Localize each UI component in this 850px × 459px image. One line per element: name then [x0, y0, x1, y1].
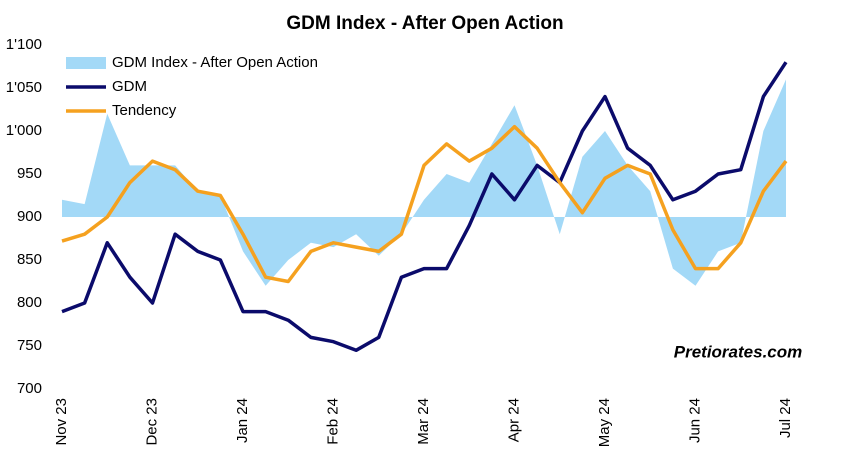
y-tick-label: 750 — [17, 337, 42, 354]
y-tick-label: 950 — [17, 165, 42, 182]
x-tick-label: Mar 24 — [415, 398, 432, 445]
x-tick-label: May 24 — [596, 398, 613, 447]
y-tick-label: 1'000 — [6, 122, 42, 139]
y-tick-label: 850 — [17, 251, 42, 268]
x-tick-label: Dec 23 — [143, 398, 160, 446]
y-tick-label: 800 — [17, 294, 42, 311]
watermark: Pretiorates.com — [674, 342, 803, 361]
legend-swatch — [66, 57, 106, 69]
x-tick-label: Feb 24 — [324, 398, 341, 445]
x-tick-label: Jun 24 — [686, 398, 703, 443]
legend-label: GDM — [112, 78, 147, 95]
x-tick-label: Jan 24 — [234, 398, 251, 443]
plot-area — [61, 61, 788, 353]
y-tick-label: 700 — [17, 380, 42, 397]
line — [61, 124, 788, 284]
line — [61, 61, 788, 353]
legend-label: GDM Index - After Open Action — [112, 54, 318, 71]
x-tick-label: Jul 24 — [777, 398, 794, 438]
y-tick-label: 1'100 — [6, 36, 42, 53]
y-tick-label: 1'050 — [6, 79, 42, 96]
x-tick-label: Nov 23 — [53, 398, 70, 446]
y-tick-label: 900 — [17, 208, 42, 225]
legend-label: Tendency — [112, 102, 177, 119]
chart-title: GDM Index - After Open Action — [286, 13, 563, 34]
x-tick-label: Apr 24 — [505, 398, 522, 442]
